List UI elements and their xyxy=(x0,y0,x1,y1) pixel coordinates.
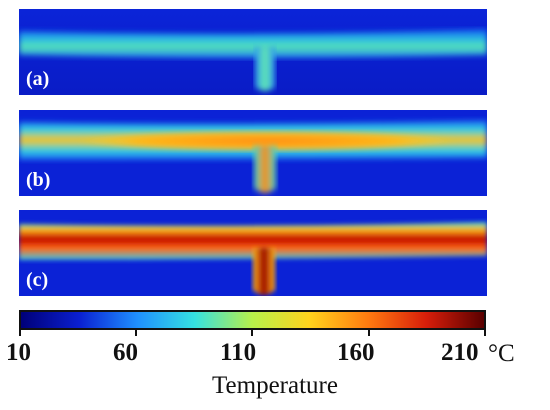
thermal-image-b: (b) xyxy=(19,110,487,196)
colorbar-tick-label: 160 xyxy=(337,339,375,366)
thermal-field-a xyxy=(19,9,487,95)
temperature-unit: °C xyxy=(488,340,515,367)
thermal-field-c xyxy=(19,210,487,296)
colorbar-tick-marks xyxy=(19,330,486,336)
thermal-image-a: (a) xyxy=(19,9,487,95)
colorbar-tick-label: 110 xyxy=(220,339,257,366)
temperature-colorbar xyxy=(19,310,486,330)
panel-label: (a) xyxy=(26,68,50,90)
panel-label: (c) xyxy=(26,269,49,291)
thermal-image-c: (c) xyxy=(19,210,487,296)
colorbar-tick-label: 60 xyxy=(113,339,138,366)
colorbar-tick-label: 210 xyxy=(441,339,479,366)
colorbar-tick-label: 10 xyxy=(6,339,31,366)
thermal-field-b xyxy=(19,110,487,196)
colorbar-title: Temperature xyxy=(212,372,338,399)
panel-label: (b) xyxy=(26,169,51,191)
